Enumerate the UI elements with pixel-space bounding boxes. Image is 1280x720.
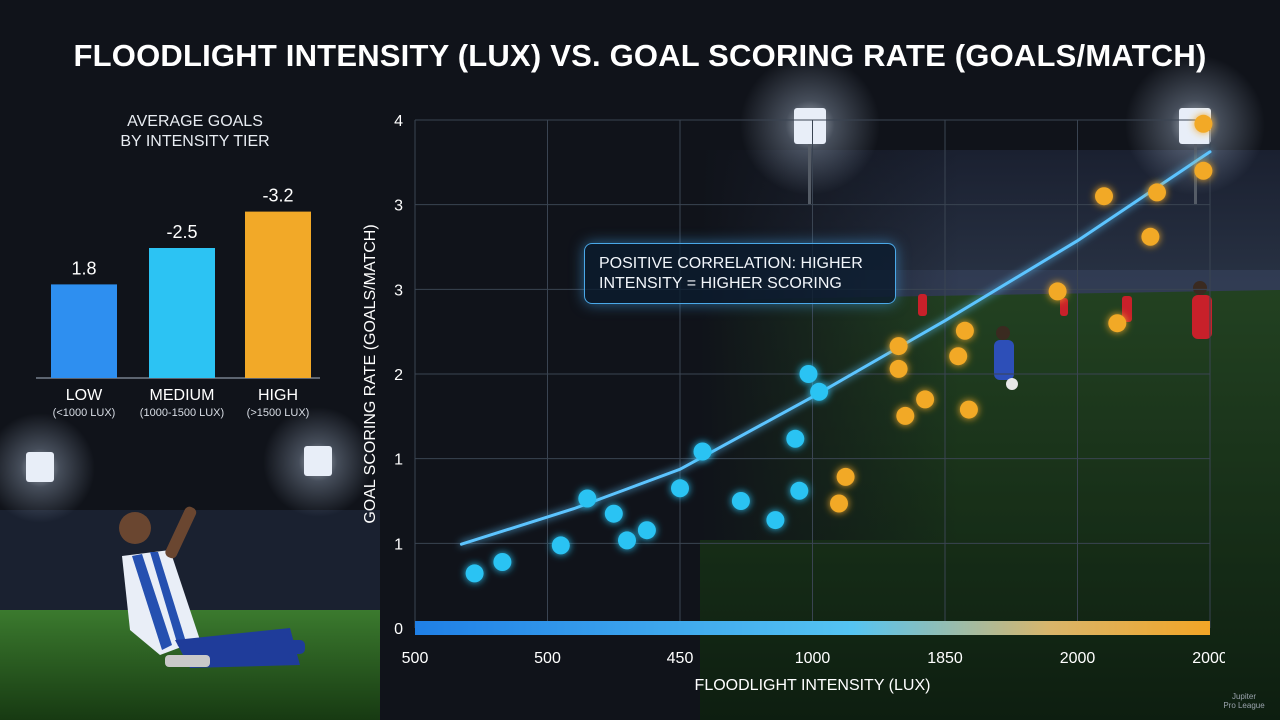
- x-tick-label: 2000: [1060, 650, 1096, 667]
- bar-value-label: -3.2: [262, 186, 293, 206]
- scatter-point-low: [790, 481, 809, 500]
- bar-category-label: HIGH: [258, 387, 298, 404]
- scatter-point-high: [959, 400, 978, 419]
- watermark-line-2: Pro League: [1223, 701, 1265, 710]
- inset-title-line-1: AVERAGE GOALS: [127, 113, 263, 130]
- y-tick-label: 1: [394, 452, 403, 469]
- x-tick-label: 1000: [795, 650, 831, 667]
- scatter-point-low: [578, 489, 597, 508]
- bar-category-label: MEDIUM: [150, 387, 215, 404]
- scatter-point-high: [830, 494, 848, 513]
- scatter-point-high: [955, 321, 974, 340]
- watermark-line-1: Jupiter: [1231, 692, 1256, 701]
- scatter-point-high: [916, 390, 935, 409]
- y-axis-label: GOAL SCORING RATE (GOALS/MATCH): [362, 224, 379, 523]
- scatter-point-high: [949, 347, 968, 366]
- bar-category-sublabel: (1000-1500 LUX): [140, 407, 224, 419]
- lux-vs-goals-scatter: 0 1 1 2 3 3 4 500 500 450 1000 1850 2000 2000 FLOODLIG…: [362, 113, 1225, 694]
- x-axis-label: FLOODLIGHT INTENSITY (LUX): [695, 677, 931, 694]
- x-axis-gradient-bar: [415, 621, 1210, 635]
- y-tick-label: 1: [394, 536, 403, 553]
- bar-low: [51, 284, 117, 378]
- scatter-point-high: [889, 359, 908, 378]
- scatter-point-low: [693, 442, 712, 461]
- callout-line-2: INTENSITY = HIGHER SCORING: [599, 275, 842, 292]
- x-tick-label: 500: [402, 650, 429, 667]
- tier-bar-chart: 1.8 LOW (<1000 LUX) -2.5 MEDIUM (1000-1500 LU…: [36, 186, 320, 419]
- inset-title: AVERAGE GOALS BY INTENSITY TIER: [70, 112, 320, 152]
- scatter-point-low: [766, 511, 785, 530]
- bar-value-label: 1.8: [71, 258, 96, 278]
- y-tick-label: 2: [394, 367, 403, 384]
- scatter-point-high: [1095, 187, 1113, 206]
- scatter-point-low: [604, 504, 623, 523]
- bar-category-label: LOW: [66, 387, 103, 404]
- callout-line-1: POSITIVE CORRELATION: HIGHER: [599, 255, 863, 272]
- scatter-point-low: [731, 492, 750, 510]
- scatter-point-high: [896, 406, 915, 425]
- x-tick-label: 1850: [927, 650, 963, 667]
- scatter-point-high: [836, 467, 855, 486]
- celebrating-player: [119, 506, 305, 668]
- scatter-point-low: [493, 553, 512, 571]
- scatter-point-low: [671, 479, 689, 498]
- y-tick-label: 3: [394, 198, 403, 215]
- scatter-point-low: [786, 429, 805, 448]
- scatter-point-high: [889, 337, 908, 356]
- bar-category-sublabel: (<1000 LUX): [53, 407, 116, 419]
- scatter-point-high: [1108, 314, 1127, 333]
- bar-value-label: -2.5: [166, 222, 197, 242]
- scatter-point-low: [810, 382, 829, 401]
- scatter-point-high: [1141, 227, 1160, 246]
- scatter-point-high: [1194, 114, 1213, 133]
- x-tick-label: 2000: [1192, 650, 1225, 667]
- x-tick-label: 500: [534, 650, 561, 667]
- inset-title-line-2: BY INTENSITY TIER: [120, 133, 270, 150]
- scatter-point-high: [1048, 282, 1067, 301]
- scatter-point-low: [551, 536, 570, 555]
- y-tick-label: 0: [394, 621, 403, 638]
- trend-line: [459, 150, 1212, 546]
- bar-medium: [149, 248, 215, 378]
- bar-category-sublabel: (>1500 LUX): [247, 407, 310, 419]
- y-tick-label: 4: [394, 113, 403, 130]
- correlation-callout: POSITIVE CORRELATION: HIGHER INTENSITY =…: [584, 243, 896, 304]
- x-tick-label: 450: [667, 650, 694, 667]
- scatter-point-high: [1194, 161, 1213, 180]
- scatter-point-high: [1148, 183, 1166, 202]
- page-title: FLOODLIGHT INTENSITY (LUX) VS. GOAL SCOR…: [73, 38, 1207, 73]
- scatter-point-low: [799, 365, 818, 383]
- y-tick-label: 3: [394, 282, 403, 299]
- scatter-point-low: [465, 564, 484, 583]
- scatter-point-low: [637, 521, 656, 540]
- bar-high: [245, 211, 311, 378]
- league-watermark: Jupiter Pro League: [1220, 692, 1268, 710]
- right-players: [918, 281, 1212, 390]
- scatter-point-low: [618, 531, 636, 550]
